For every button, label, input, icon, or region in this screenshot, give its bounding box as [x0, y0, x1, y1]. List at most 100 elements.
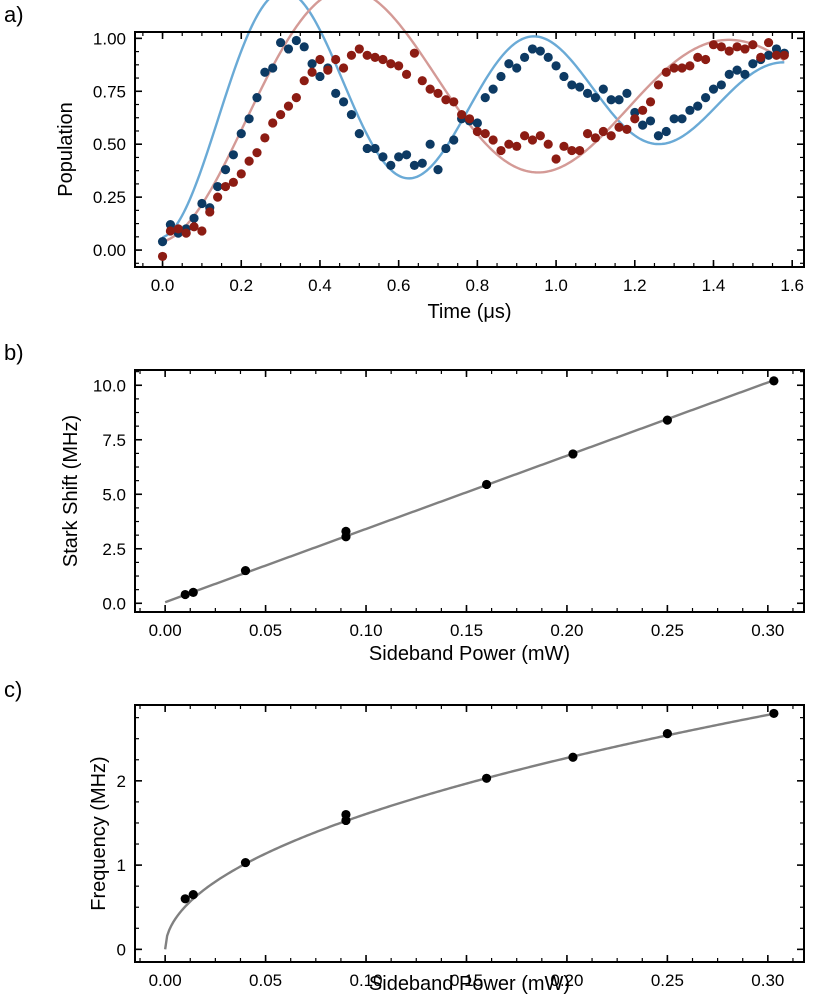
panel-a-fit-line-blue [162, 0, 785, 239]
panel-c-data-point [341, 815, 351, 826]
panel-a-point-blue [197, 198, 207, 209]
panel-a-point-blue [582, 88, 593, 98]
panel-b-y-tick-label: 7.5 [102, 431, 126, 450]
panel-a-point-red [362, 50, 372, 60]
panel-a-point-red [346, 50, 357, 60]
panel-c-data-point [769, 708, 779, 719]
panel-a-point-blue [732, 65, 742, 75]
panel-a-x-tick-label: 0.0 [151, 276, 175, 295]
panel-a-point-blue [213, 181, 223, 192]
panel-a-y-tick-label: 0.25 [93, 188, 126, 207]
panel-a-point-blue [378, 152, 388, 162]
panel-c-x-tick-label: 0.30 [751, 971, 784, 990]
panel-a-point-blue [677, 114, 687, 124]
panel-b-data-point [341, 532, 351, 542]
panel-a-point-red [535, 131, 545, 141]
panel-a-point-red [598, 126, 608, 137]
panel-a-point-blue [567, 80, 577, 90]
panel-a-point-blue [346, 109, 357, 120]
panel-a-point-blue [307, 59, 317, 69]
panel-a-x-tick-label: 1.4 [702, 276, 726, 295]
panel-a-point-red [472, 126, 482, 137]
panel-a-point-red [417, 76, 427, 86]
panel-a-point-red [669, 63, 679, 73]
panel-c-y-tick-label: 2 [117, 772, 126, 791]
panel-a-x-tick-label: 1.6 [780, 276, 804, 295]
panel-c-x-tick-label: 0.15 [450, 971, 483, 990]
panel-a-point-blue [638, 120, 648, 130]
panel-a-point-red [315, 54, 325, 65]
panel-c-data-point [240, 857, 251, 868]
panel-b-data-point [662, 415, 672, 425]
panel-a-point-red [512, 141, 522, 151]
panel-a-point-red [740, 44, 750, 54]
panel-a-point-blue [480, 93, 490, 103]
panel-a-point-blue [370, 143, 380, 154]
panel-a-y-tick-label: 0.00 [93, 241, 126, 260]
panel-a-y-tick-label: 0.50 [93, 135, 126, 154]
panel-a-point-blue [590, 93, 601, 103]
panel-a-point-blue [685, 105, 695, 115]
panel-a-point-blue [228, 150, 238, 160]
panel-c-x-axis-label: Sideband Power (mW) [369, 973, 570, 995]
panel-b-y-axis-label: Stark Shift (MHz) [60, 415, 82, 567]
panel-a-point-blue [496, 71, 506, 82]
panel-a-point-blue [283, 44, 294, 54]
panel-a-point-red [228, 177, 238, 187]
panel-a-x-tick-label: 0.4 [308, 276, 332, 295]
panel-a-point-blue [504, 59, 514, 69]
panel-a-x-tick-label: 1.0 [544, 276, 568, 295]
panel-a-point-red [260, 133, 270, 143]
panel-a-point-red [464, 114, 475, 124]
panel-a-point-red [779, 50, 789, 60]
panel-a-point-blue [386, 160, 396, 170]
panel-a-point-red [181, 228, 191, 238]
panel-a-point-blue [220, 165, 231, 175]
panel-b-y-tick-label: 0.0 [102, 594, 126, 613]
panel-a-point-blue [244, 114, 254, 124]
panel-a-point-blue [236, 129, 246, 139]
panel-a-point-red [276, 109, 286, 120]
panel-a-point-blue [268, 63, 278, 73]
panel-a-point-blue [331, 88, 341, 98]
panel-a-point-blue [653, 131, 663, 141]
panel-b-fit-line [164, 379, 775, 604]
panel-b-data-point [769, 376, 779, 386]
panel-b-x-tick-label: 0.30 [751, 621, 784, 640]
panel-a-point-red [213, 192, 223, 202]
panel-c-data-point [180, 894, 190, 904]
panel-a-label: a) [4, 2, 24, 27]
panel-a-point-blue [543, 52, 553, 63]
panel-a-point-red [504, 139, 514, 149]
panel-a-point-red [693, 52, 703, 63]
panel-a-x-axis-label: Time (μs) [427, 301, 511, 323]
panel-a-point-blue [512, 63, 522, 73]
panel-a-point-red [645, 97, 656, 107]
panel-a-point-red [268, 118, 278, 128]
panel-a-point-red [173, 224, 183, 234]
panel-a-point-red [323, 65, 333, 75]
panel-a-point-red [559, 141, 569, 151]
panel-b-x-tick-label: 0.10 [349, 621, 382, 640]
panel-a-point-red [582, 129, 593, 139]
panel-a-point-blue [354, 129, 364, 139]
panel-c-x-tick-label: 0.05 [249, 971, 282, 990]
panel-b-data-point [180, 589, 190, 600]
panel-a-point-red [661, 67, 671, 77]
panel-b-data-point [240, 565, 251, 576]
panel-c-fit-line [163, 712, 775, 950]
panel-b-label: b) [4, 340, 24, 365]
panel-a-point-blue [165, 220, 176, 230]
panel-c-data-point [568, 752, 578, 762]
panel-a-point-blue [535, 46, 545, 56]
panel-c-data-point [662, 729, 672, 739]
panel-a-point-red [653, 80, 663, 90]
panel-c-x-tick-label: 0.20 [550, 971, 583, 990]
panel-a-point-blue [417, 158, 427, 168]
panel-a-point-blue [693, 101, 703, 111]
panel-a-point-blue [519, 52, 530, 63]
panel-a-point-blue [362, 143, 372, 154]
panel-a-point-red [236, 169, 246, 179]
panel-a-x-tick-label: 0.6 [387, 276, 411, 295]
